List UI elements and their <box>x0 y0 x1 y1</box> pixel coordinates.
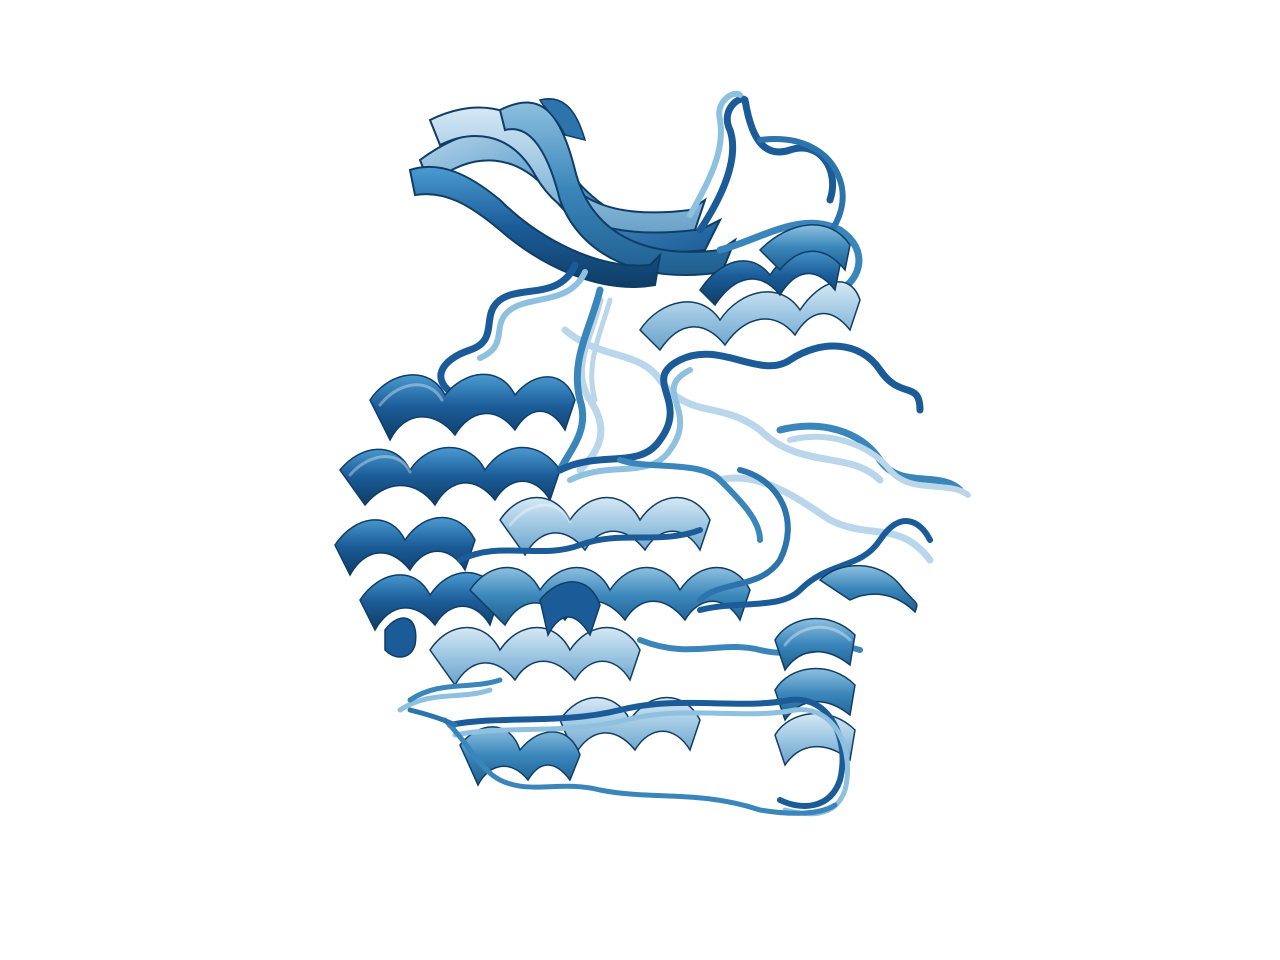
left-helix-cluster <box>334 373 576 658</box>
beta-sheet-group <box>408 98 738 288</box>
central-helices <box>429 496 751 687</box>
bottom-helices <box>459 696 701 787</box>
hinge-coils <box>437 261 613 474</box>
helix-highlights <box>348 383 852 647</box>
alpha-c-helix <box>639 224 861 352</box>
n-lobe-loops <box>687 90 863 294</box>
activation-loop-coils <box>397 342 971 713</box>
c-terminal-coils <box>407 696 851 817</box>
